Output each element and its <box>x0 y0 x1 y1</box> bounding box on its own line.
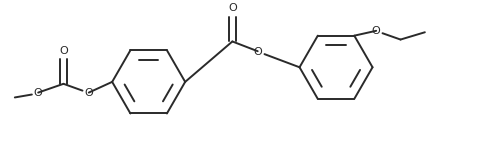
Text: O: O <box>84 88 92 98</box>
Text: O: O <box>59 46 68 56</box>
Text: O: O <box>253 47 262 57</box>
Text: O: O <box>33 88 42 98</box>
Text: O: O <box>228 3 237 13</box>
Text: O: O <box>372 26 380 36</box>
